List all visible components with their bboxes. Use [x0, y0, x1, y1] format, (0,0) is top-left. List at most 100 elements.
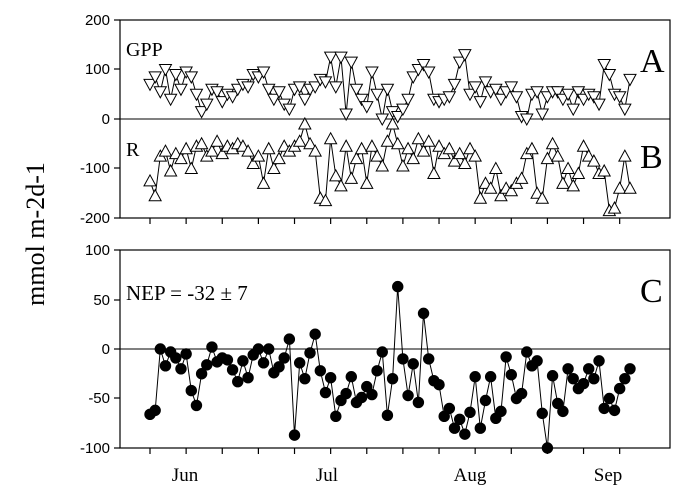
r-point: [365, 139, 379, 152]
nep-point: [392, 280, 404, 293]
r-point: [561, 161, 575, 174]
nep-point: [402, 389, 414, 402]
r-point: [359, 176, 374, 189]
top-tick-label: 100: [85, 61, 110, 78]
nep-point: [299, 373, 311, 385]
panel-letter-c: C: [640, 273, 663, 310]
gpp-point: [225, 91, 240, 104]
r-point: [339, 139, 353, 152]
nep-point: [407, 358, 419, 370]
gpp-point: [488, 83, 503, 97]
r-point: [411, 131, 426, 145]
nep-point: [355, 391, 368, 404]
r-series: [143, 116, 637, 217]
r-point: [354, 141, 369, 155]
r-point: [349, 151, 364, 165]
gpp-point: [297, 93, 312, 107]
r-point: [272, 151, 286, 165]
nep-point: [371, 365, 383, 377]
nep-point: [624, 363, 636, 375]
r-point: [385, 116, 400, 130]
nep-point: [583, 363, 595, 375]
nep-point: [531, 355, 543, 367]
r-point: [267, 161, 281, 174]
nep-point: [552, 397, 564, 410]
r-point: [545, 136, 560, 150]
y-axis-label: mmol m-2d-1: [21, 162, 50, 306]
gpp-point: [365, 66, 379, 80]
r-point: [256, 176, 271, 189]
r-point: [328, 168, 343, 182]
r-point: [463, 141, 477, 155]
gpp-point: [189, 88, 204, 102]
r-point: [514, 171, 529, 184]
nep-point: [469, 371, 481, 383]
nep-point: [175, 363, 187, 375]
r-point: [612, 181, 627, 194]
r-point: [432, 139, 446, 152]
r-point: [205, 144, 219, 157]
r-line: [149, 122, 631, 212]
gpp-point: [396, 103, 410, 117]
nep-point: [170, 352, 182, 364]
nep-point: [505, 369, 517, 381]
r-point: [525, 141, 539, 155]
bottom-y-axis: 100 50 0 -50 -100: [80, 242, 120, 457]
nep-point: [443, 402, 456, 415]
nep-point: [397, 353, 409, 365]
nep-point: [257, 357, 270, 369]
r-point: [370, 149, 384, 162]
nep-point: [562, 363, 574, 375]
r-point: [334, 178, 348, 192]
r-point: [308, 144, 323, 157]
nep-point: [345, 371, 357, 383]
gpp-point: [210, 86, 224, 99]
nep-point: [263, 343, 275, 355]
gpp-point: [359, 101, 374, 114]
r-point: [251, 149, 266, 162]
nep-point: [242, 372, 254, 384]
r-point: [323, 131, 338, 145]
panel-letter-a: A: [640, 43, 665, 80]
nep-point: [190, 399, 203, 412]
r-point: [504, 183, 519, 197]
nep-point: [273, 361, 285, 373]
nep-point: [521, 346, 533, 358]
r-point: [483, 181, 498, 194]
r-point: [427, 166, 441, 179]
gpp-point: [509, 91, 524, 104]
r-point: [617, 149, 632, 162]
gpp-point: [530, 86, 544, 99]
gpp-point: [261, 83, 276, 97]
r-point: [457, 156, 472, 170]
nep-point: [433, 378, 445, 391]
r-point: [303, 136, 317, 150]
nep-point: [288, 429, 301, 441]
nep-point: [603, 392, 616, 405]
nep-point: [376, 346, 388, 358]
r-point: [375, 158, 390, 172]
r-point: [473, 191, 488, 204]
nep-point: [237, 355, 249, 367]
gpp-point: [587, 91, 601, 104]
gpp-point: [519, 113, 534, 127]
nep-point: [314, 365, 327, 377]
nep-point: [608, 404, 621, 417]
nep-line: [149, 286, 631, 449]
nep-point: [577, 377, 590, 390]
gpp-point: [566, 103, 581, 117]
r-point: [179, 141, 193, 155]
nep-point: [304, 347, 316, 359]
r-point: [556, 176, 570, 189]
gpp-point: [406, 71, 421, 84]
nep-point: [324, 372, 337, 384]
nep-point: [361, 380, 373, 393]
r-point: [148, 188, 163, 202]
x-axis-ticks: [149, 218, 621, 454]
r-point: [576, 139, 591, 152]
nep-point: [423, 353, 435, 365]
bottom-tick-label: -50: [88, 390, 110, 407]
top-tick-label: 200: [85, 12, 110, 29]
gpp-point: [339, 108, 353, 122]
